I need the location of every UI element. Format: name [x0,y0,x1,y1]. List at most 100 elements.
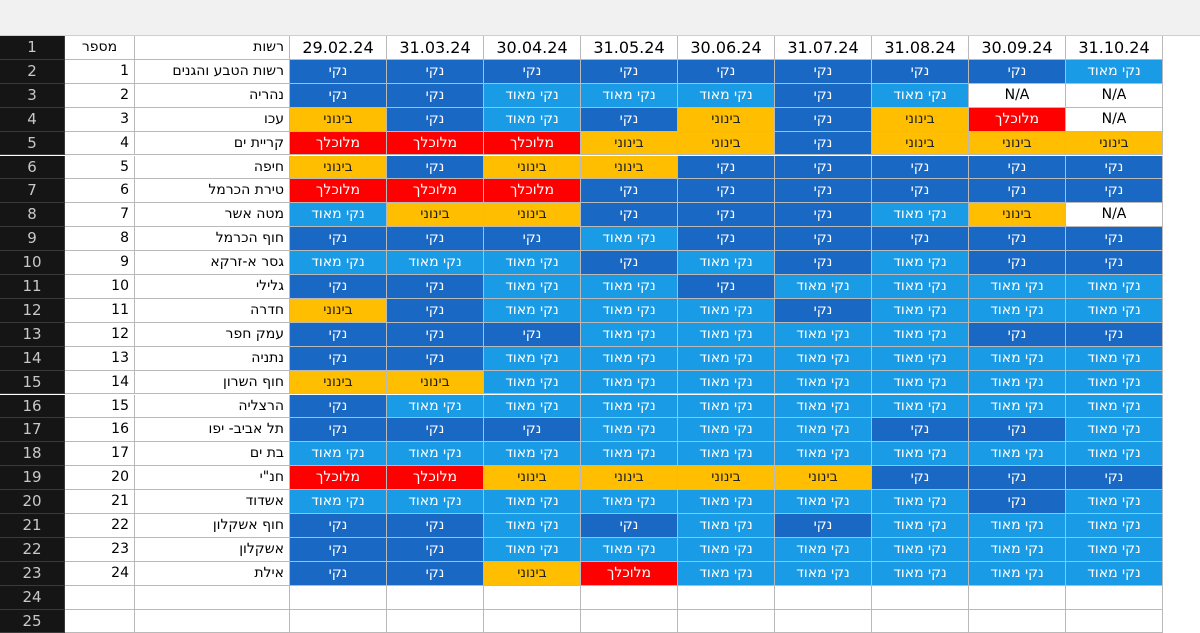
status-cell: בינוני [387,370,484,395]
status-cell: נקי מאוד [1066,514,1163,538]
status-cell: נקי מאוד [969,514,1066,538]
header-date: 30.09.24 [969,36,1066,60]
status-cell: נקי מאוד [484,251,581,275]
status-cell: בינוני [1066,131,1163,156]
status-cell: נקי מאוד [872,514,969,538]
status-cell: נקי [1066,155,1163,180]
status-cell: מלוכלך [484,131,581,156]
header-date: 30.04.24 [484,36,581,60]
row-number: 2 [0,59,65,84]
status-cell: נקי מאוד [581,346,678,371]
status-cell: נקי מאוד [872,442,969,467]
status-cell: נקי [775,83,872,108]
status-cell: נקי מאוד [775,442,872,467]
status-cell: נקי מאוד [484,537,581,562]
status-cell: נקי מאוד [872,537,969,562]
empty-cell [387,609,484,633]
status-cell: נקי מאוד [484,298,581,323]
empty-cell [969,609,1066,633]
status-cell: מלוכלך [387,131,484,156]
status-cell: בינוני [678,107,775,132]
status-cell: בינוני [484,561,581,586]
status-cell: מלוכלך [387,179,484,204]
status-cell: נקי מאוד [484,514,581,538]
row-id: 11 [65,298,135,323]
status-cell: נקי מאוד [1066,346,1163,371]
status-cell: נקי [872,418,969,443]
status-cell: נקי מאוד [484,83,581,108]
status-cell: נקי מאוד [484,370,581,395]
status-cell: נקי מאוד [581,537,678,562]
authority-name: בת ים [135,442,290,467]
row-number: 9 [0,227,65,252]
status-cell: נקי מאוד [1066,442,1163,467]
row-number: 24 [0,585,65,610]
status-cell: בינוני [290,370,387,395]
status-cell: בינוני [581,131,678,156]
empty-cell [290,609,387,633]
status-cell: נקי [290,227,387,252]
row-id: 3 [65,107,135,132]
status-cell: נקי [678,227,775,252]
row-id: 8 [65,227,135,252]
authority-name: אשקלון [135,537,290,562]
empty-cell [65,609,135,633]
status-cell: נקי [387,346,484,371]
empty-cell [1066,585,1163,610]
row-id: 14 [65,370,135,395]
status-cell: נקי מאוד [872,203,969,228]
status-cell: נקי מאוד [872,298,969,323]
status-cell: נקי [1066,322,1163,347]
authority-name: נתניה [135,346,290,371]
status-cell: נקי [775,59,872,84]
status-cell: N/A [1066,203,1163,228]
status-cell: נקי [872,227,969,252]
authority-name: אילת [135,561,290,586]
empty-cell [969,585,1066,610]
header-date: 31.05.24 [581,36,678,60]
row-number: 8 [0,203,65,228]
empty-cell [135,585,290,610]
status-cell: בינוני [290,155,387,180]
status-cell: N/A [1066,83,1163,108]
authority-name: חיפה [135,155,290,180]
row-id: 9 [65,251,135,275]
status-cell: נקי [484,59,581,84]
status-cell: נקי מאוד [1066,59,1163,84]
status-cell: מלוכלך [290,466,387,491]
status-cell: נקי מאוד [872,251,969,275]
row-number: 23 [0,561,65,586]
row-id: 12 [65,322,135,347]
status-cell: נקי [969,418,1066,443]
status-cell: נקי [775,298,872,323]
row-id: 17 [65,442,135,467]
status-cell: נקי מאוד [678,418,775,443]
status-cell: נקי [1066,251,1163,275]
empty-cell [581,609,678,633]
empty-cell [872,585,969,610]
header-date: 29.02.24 [290,36,387,60]
status-cell: נקי [290,83,387,108]
status-cell: נקי [290,59,387,84]
status-cell: נקי מאוד [581,370,678,395]
status-cell: נקי מאוד [581,490,678,514]
status-cell: נקי מאוד [969,298,1066,323]
status-cell: נקי מאוד [872,561,969,586]
header-date: 31.03.24 [387,36,484,60]
status-cell: נקי מאוד [872,394,969,419]
status-cell: נקי [969,466,1066,491]
status-cell: נקי [581,179,678,204]
status-cell: נקי מאוד [872,370,969,395]
status-cell: נקי מאוד [775,418,872,443]
empty-cell [872,609,969,633]
row-number: 17 [0,418,65,443]
status-cell: נקי [775,107,872,132]
status-cell: נקי [775,179,872,204]
row-number: 11 [0,275,65,299]
status-cell: נקי [775,251,872,275]
status-cell: מלוכלך [290,179,387,204]
status-cell: נקי מאוד [678,537,775,562]
status-cell: נקי מאוד [872,83,969,108]
status-cell: נקי [290,537,387,562]
